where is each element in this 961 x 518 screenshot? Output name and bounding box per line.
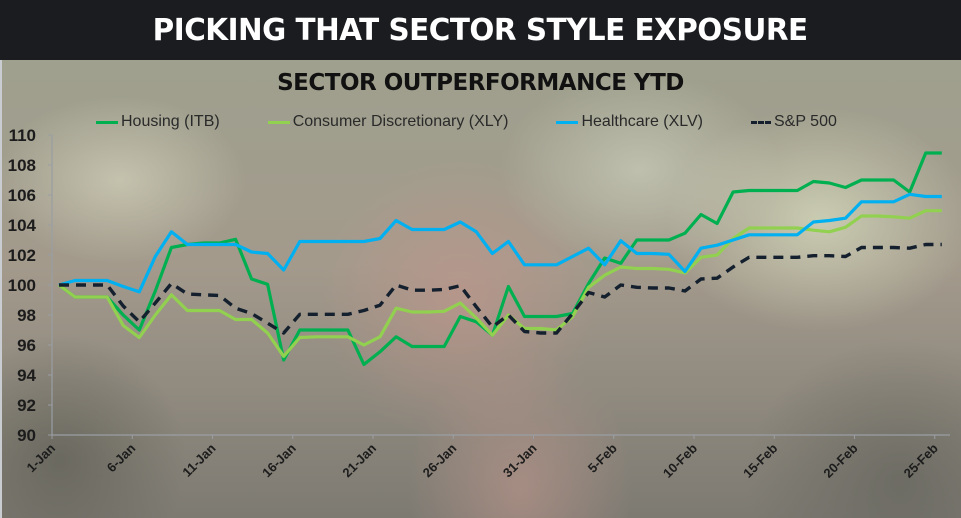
y-tick-label: 102	[8, 246, 36, 265]
y-tick-label: 94	[17, 366, 36, 385]
x-tick-label: 31-Jan	[500, 440, 540, 480]
header-banner: PICKING THAT SECTOR STYLE EXPOSURE	[0, 0, 961, 60]
housing-line-swatch-icon	[96, 120, 118, 124]
header-title: PICKING THAT SECTOR STYLE EXPOSURE	[153, 12, 808, 48]
y-tick-label: 106	[8, 186, 36, 205]
series-line-housing-itb	[58, 151, 942, 367]
series-line-consumer-discretionary-xly	[58, 209, 942, 358]
x-tick-label: 25-Feb	[901, 440, 941, 480]
y-tick-label: 100	[8, 276, 36, 295]
y-tick-label: 96	[17, 336, 36, 355]
x-tick-label: 26-Jan	[420, 440, 460, 480]
x-axis: 1-Jan 6-Jan 11-Jan 16-Jan 21-Jan 26-Jan 31-Jan…	[23, 434, 950, 481]
y-tick-label: 98	[17, 306, 36, 325]
y-tick-label: 104	[8, 216, 37, 235]
series-line-s-p-500	[59, 242, 942, 335]
sp500-dashed-swatch-icon	[751, 120, 771, 124]
x-tick-label: 11-Jan	[179, 440, 218, 479]
x-tick-label: 6-Jan	[104, 440, 139, 475]
y-tick-label: 90	[17, 426, 36, 445]
background-photo	[0, 60, 961, 518]
x-tick-label: 20-Feb	[820, 440, 860, 480]
y-tick-label: 108	[8, 156, 36, 175]
y-tick-label: 110	[9, 126, 36, 145]
healthcare-line-swatch-icon	[556, 120, 579, 124]
y-tick-label: 92	[17, 396, 36, 415]
x-tick-label: 1-Jan	[23, 440, 58, 475]
x-tick-label: 16-Jan	[259, 440, 299, 480]
x-tick-label: 10-Feb	[660, 440, 700, 480]
legend-label: S&P 500	[774, 113, 837, 130]
legend-item-sp500: S&P 500	[751, 113, 837, 131]
chart-legend: Housing (ITB) Consumer Discretionary (XL…	[96, 112, 859, 132]
chart-title: SECTOR OUTPERFORMANCE YTD	[277, 70, 684, 96]
x-tick-label: 15-Feb	[740, 440, 780, 480]
legend-label: Housing (ITB)	[121, 113, 220, 130]
legend-label: Consumer Discretionary (XLY)	[292, 113, 509, 130]
x-tick-label: 21-Jan	[339, 440, 379, 480]
series-lines	[58, 151, 942, 367]
legend-label: Healthcare (XLV)	[581, 113, 703, 130]
series-line-healthcare-xlv	[58, 192, 942, 294]
y-axis: 90 92 94 96 98 100 102 104 106 108 110	[8, 126, 53, 445]
frame-edge	[0, 0, 2, 518]
consumer-line-swatch-icon	[267, 120, 290, 124]
legend-item-healthcare: Healthcare (XLV)	[556, 113, 703, 131]
x-tick-label: 5-Feb	[585, 440, 620, 475]
legend-item-consumer-discretionary: Consumer Discretionary (XLY)	[267, 113, 509, 131]
legend-item-housing: Housing (ITB)	[96, 113, 220, 131]
